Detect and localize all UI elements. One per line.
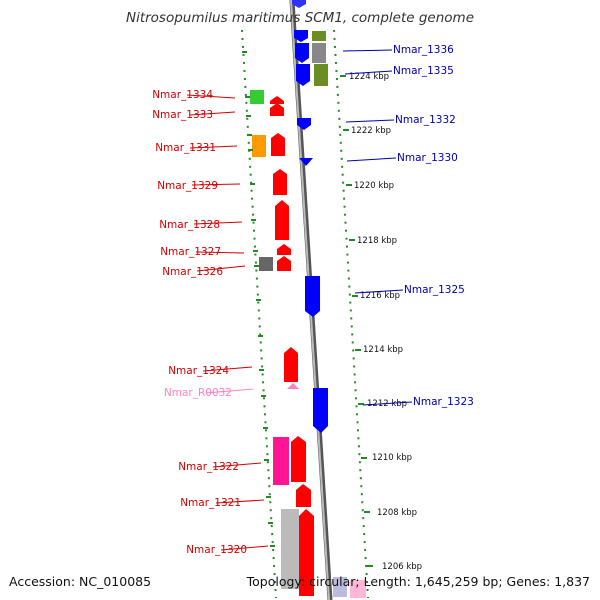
gene-nmar-1331 (271, 133, 285, 156)
gene-nmar-1327 (277, 244, 291, 255)
gene-label: Nmar_1320 (186, 544, 247, 556)
gene-label: Nmar_1324 (168, 365, 229, 377)
tick-label: 1210 kbp (372, 453, 412, 463)
gene-nmar-1336 (294, 30, 308, 42)
gene-nmar-1330 (299, 158, 313, 166)
tick-label: 1224 kbp (349, 72, 389, 82)
gene-nmar-1326 (277, 256, 291, 271)
right-dotted-boundary (333, 29, 369, 599)
gene-nmar-1325 (305, 276, 320, 317)
left-grid-ticks (242, 51, 275, 547)
gene-label: Nmar_1323 (413, 396, 474, 408)
tick-label: 1222 kbp (351, 126, 391, 136)
gene-nmar-1322 (291, 436, 306, 482)
tick-label: 1214 kbp (363, 345, 403, 355)
accession-text: Accession: NC_010085 (9, 574, 152, 589)
gene-nmar-1323 (313, 388, 328, 433)
misc-feature-blocks (250, 31, 366, 598)
gene-nmar-1335 (296, 64, 310, 86)
right-leader-lines (342, 49, 413, 406)
gene-label: Nmar_1326 (162, 266, 223, 278)
gene-label: Nmar_1329 (157, 180, 218, 192)
gene-label: Nmar_1334 (152, 89, 213, 101)
kbp-tick-labels: 1224 kbp 1222 kbp 1220 kbp 1218 kbp 1216… (349, 72, 422, 572)
rna-nmar-r0032 (287, 383, 299, 389)
tick-label: 1208 kbp (377, 508, 417, 518)
gene-nmar-1320 (299, 509, 314, 596)
gene-label: Nmar_1322 (178, 461, 239, 473)
tick-label: 1218 kbp (357, 236, 397, 246)
gene-nmar-1329 (273, 169, 287, 195)
tick-label: 1206 kbp (382, 562, 422, 572)
left-gene-labels: Nmar_1334 Nmar_1333 Nmar_1331 Nmar_1329 … (152, 89, 247, 556)
gene-label: Nmar_1321 (180, 497, 241, 509)
right-grid-ticks (340, 75, 373, 567)
tick-label: 1216 kbp (360, 291, 400, 301)
gene-label: Nmar_1335 (393, 65, 454, 77)
gene-nmar-1332 (297, 118, 311, 130)
gene-nmar-1324 (284, 347, 298, 382)
gene-label: Nmar_1325 (404, 284, 465, 296)
gene-label: Nmar_1330 (397, 152, 458, 164)
right-gene-labels: Nmar_1336 Nmar_1335 Nmar_1332 Nmar_1330 … (393, 44, 474, 408)
gene-label: Nmar_1332 (395, 114, 456, 126)
gene-nmar-1336b (295, 43, 309, 63)
left-leader-lines (186, 94, 269, 551)
gene-label: Nmar_1336 (393, 44, 454, 56)
gene-nmar-1328 (275, 200, 289, 240)
gene-nmar-1333 (270, 103, 284, 116)
tick-label: 1220 kbp (354, 181, 394, 191)
map-title: Nitrosopumilus maritimus SCM1, complete … (125, 10, 474, 26)
gene-nmar-1321 (296, 484, 311, 507)
reverse-genes (294, 30, 328, 433)
gene-label: Nmar_1333 (152, 109, 213, 121)
gene-label: Nmar_1327 (160, 246, 221, 258)
gene-nmar-1334 (270, 96, 284, 104)
topology-text: Topology: circular; Length: 1,645,259 bp… (246, 574, 590, 589)
forward-genes (270, 96, 314, 596)
gene-label: Nmar_1328 (159, 219, 220, 231)
rna-label: Nmar_R0032 (164, 387, 232, 399)
gene-label: Nmar_1331 (155, 142, 216, 154)
